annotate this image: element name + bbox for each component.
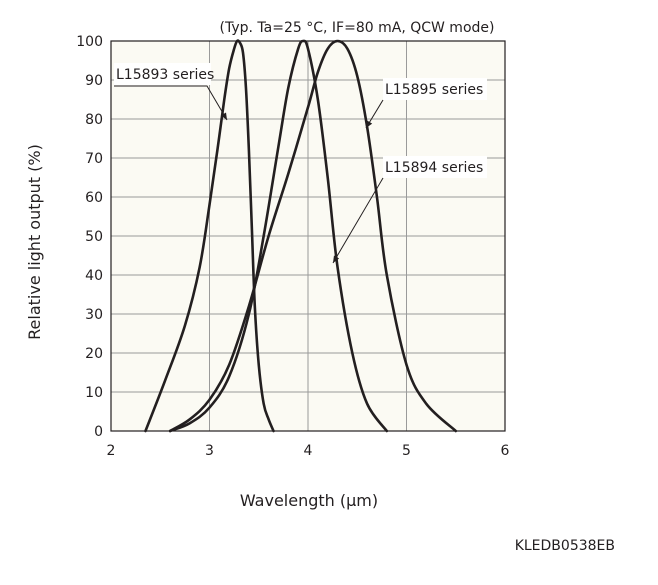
x-tick-labels: 2 3 4 5 6	[107, 443, 510, 459]
figure-code: KLEDB0538EB	[515, 538, 615, 554]
condition-note: (Typ. Ta=25 °C, IF=80 mA, QCW mode)	[220, 20, 495, 36]
annotation-l15893: L15893 series	[116, 67, 214, 83]
series-line-1	[168, 39, 389, 433]
annotation-leaders	[114, 85, 384, 264]
y-tick-label: 60	[85, 190, 103, 206]
y-tick-label: 90	[85, 73, 103, 89]
series-line-2	[168, 39, 458, 433]
x-tick-label: 6	[501, 443, 510, 459]
x-axis-label: Wavelength (µm)	[240, 491, 378, 510]
y-tick-label: 50	[85, 229, 103, 245]
leader-l15893	[114, 85, 228, 121]
plot-frame	[110, 40, 506, 432]
y-tick-label: 70	[85, 151, 103, 167]
x-tick-label: 2	[107, 443, 116, 459]
annotation-bg-l15895	[383, 78, 487, 100]
leader-l15894-arrowhead	[333, 255, 340, 263]
y-tick-label: 30	[85, 307, 103, 323]
y-tick-label: 100	[76, 34, 103, 50]
y-tick-label: 20	[85, 346, 103, 362]
y-tick-label: 80	[85, 112, 103, 128]
y-tick-label: 40	[85, 268, 103, 284]
leader-l15894	[332, 177, 384, 264]
x-tick-label: 5	[402, 443, 411, 459]
leader-l15893-arrowhead	[220, 112, 227, 120]
y-tick-label: 10	[85, 385, 103, 401]
annotation-l15895: L15895 series	[385, 82, 483, 98]
annotation-bg-l15893	[114, 63, 211, 85]
y-axis-label: Relative light output (%)	[25, 144, 44, 340]
annotation-l15894: L15894 series	[385, 160, 483, 176]
y-tick-label: 0	[94, 424, 103, 440]
y-tick-labels: 0 10 20 30 40 50 60 70 80 90 100	[76, 34, 103, 440]
x-tick-label: 3	[205, 443, 214, 459]
annotation-bg-l15894	[383, 156, 487, 178]
x-tick-label: 4	[304, 443, 313, 459]
leader-l15895-arrowhead	[366, 120, 373, 128]
